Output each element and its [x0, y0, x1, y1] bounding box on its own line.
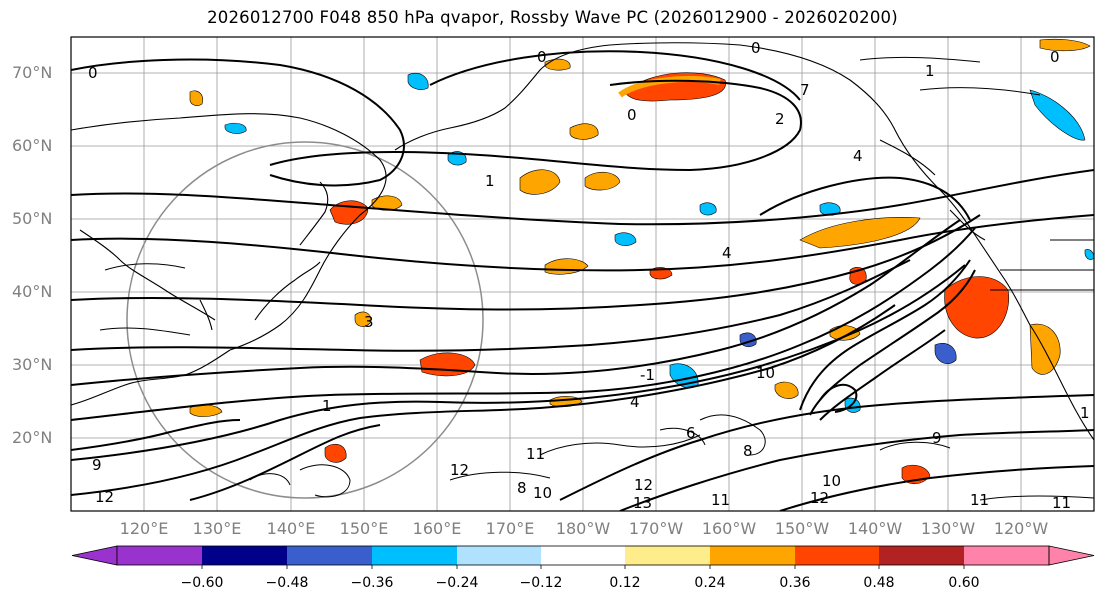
- contour-label: 10: [756, 364, 775, 382]
- contour-label: 13: [633, 494, 652, 512]
- colorbar-tick-label: −0.12: [520, 575, 563, 591]
- colorbar-extend-right: [1048, 545, 1095, 566]
- minor-contours: [99, 56, 1094, 501]
- contour-label: 1: [1080, 404, 1090, 422]
- contour-label: 1: [322, 397, 332, 415]
- map-content: [71, 37, 1094, 511]
- map-title: 2026012700 F048 850 hPa qvapor, Rossby W…: [207, 8, 898, 27]
- contour-label: 8: [517, 479, 527, 497]
- lat-label-20n: 20°N: [12, 428, 52, 447]
- colorbar-frame: [116, 545, 1050, 566]
- contour-label: 7: [800, 81, 810, 99]
- lon-label: 120°W: [994, 519, 1049, 538]
- negative-anomaly-patches: [224, 72, 1094, 413]
- contour-label: 11: [970, 491, 989, 509]
- lon-label: 130°W: [921, 519, 976, 538]
- lon-label: 150°E: [340, 519, 389, 538]
- lat-label-70n: 70°N: [12, 63, 52, 82]
- colorbar-segment: [964, 546, 1049, 565]
- map-frame: [70, 36, 1095, 512]
- colorbar-tick-labels: −0.60 −0.48 −0.36 −0.24 −0.12 0.12 0.24 …: [181, 575, 980, 591]
- contour-label: 12: [95, 488, 114, 506]
- contour-label: 11: [526, 445, 545, 463]
- contour-label: 4: [722, 244, 732, 262]
- contour-label: 11: [711, 491, 730, 509]
- contour-label: 9: [92, 456, 102, 474]
- colorbar-segment: [202, 546, 287, 565]
- contour-labels: 0 0 0 0 1 2 4 4 7 0 1 -1 3 4 10 11 11 12…: [88, 39, 1090, 512]
- contour-label: 1: [925, 62, 935, 80]
- contour-label: 12: [450, 461, 469, 479]
- colorbar-tick-label: 0.36: [779, 575, 810, 591]
- contour-label: 2: [775, 110, 785, 128]
- lon-label: 140°W: [848, 519, 903, 538]
- lon-label: 140°E: [267, 519, 316, 538]
- lon-label: 160°E: [413, 519, 462, 538]
- colorbar-segment: [287, 546, 372, 565]
- latitude-labels: 70°N 60°N 50°N 40°N 30°N 20°N: [12, 63, 52, 447]
- colorbar-segment: [372, 546, 457, 565]
- contour-label: 10: [822, 472, 841, 490]
- colorbar-segment: [625, 546, 710, 565]
- contour-label: 0: [751, 39, 761, 57]
- contour-label: 3: [364, 313, 374, 331]
- contour-label: 0: [1050, 48, 1060, 66]
- contour-label: 6: [686, 424, 696, 442]
- lon-label: 170°E: [486, 519, 535, 538]
- lon-label: 120°E: [120, 519, 169, 538]
- colorbar-tick-label: 0.60: [948, 575, 979, 591]
- contour-label: -1: [640, 366, 655, 384]
- colorbar-segment: [541, 546, 625, 565]
- contour-label: 9: [932, 429, 942, 447]
- colorbar-tick-label: −0.48: [266, 575, 309, 591]
- colorbar-tick-label: −0.24: [436, 575, 479, 591]
- lon-label: 170°W: [629, 519, 684, 538]
- lat-label-60n: 60°N: [12, 136, 52, 155]
- contour-label: 12: [634, 476, 653, 494]
- graticule: [71, 37, 1094, 511]
- contour-label: 10: [533, 484, 552, 502]
- contour-label: 0: [627, 106, 637, 124]
- colorbar-segment: [795, 546, 879, 565]
- lat-label-30n: 30°N: [12, 355, 52, 374]
- contour-label: 4: [853, 147, 863, 165]
- contour-label: 8: [743, 442, 753, 460]
- contour-label: 0: [88, 64, 98, 82]
- contour-label: 4: [630, 393, 640, 411]
- contour-label: 11: [1052, 494, 1071, 512]
- colorbar-tick-label: −0.36: [351, 575, 394, 591]
- colorbar-segment: [457, 546, 541, 565]
- colorbar-segment: [117, 546, 202, 565]
- lon-label: 180°W: [556, 519, 611, 538]
- contour-lines: [71, 50, 1094, 511]
- contour-label: 12: [810, 489, 829, 507]
- longitude-labels: 120°E 130°E 140°E 150°E 160°E 170°E 180°…: [120, 519, 1049, 538]
- colorbar-tick-label: −0.60: [181, 575, 224, 591]
- lat-label-40n: 40°N: [12, 282, 52, 301]
- colorbar-segment: [710, 546, 795, 565]
- colorbar-segment: [879, 546, 964, 565]
- colorbar-tick-label: 0.48: [863, 575, 894, 591]
- lat-label-50n: 50°N: [12, 209, 52, 228]
- lon-label: 160°W: [702, 519, 757, 538]
- colorbar-tick-label: 0.12: [609, 575, 640, 591]
- range-circle: [126, 141, 484, 499]
- contour-label: 0: [537, 48, 547, 66]
- contour-label: 1: [485, 172, 495, 190]
- lon-label: 150°W: [775, 519, 830, 538]
- colorbar-ticks: [201, 565, 965, 569]
- colorbar-tick-label: 0.24: [694, 575, 725, 591]
- lon-label: 130°E: [193, 519, 242, 538]
- colorbar-extend-left: [71, 545, 118, 566]
- colorbar: −0.60 −0.48 −0.36 −0.24 −0.12 0.12 0.24 …: [71, 545, 1095, 591]
